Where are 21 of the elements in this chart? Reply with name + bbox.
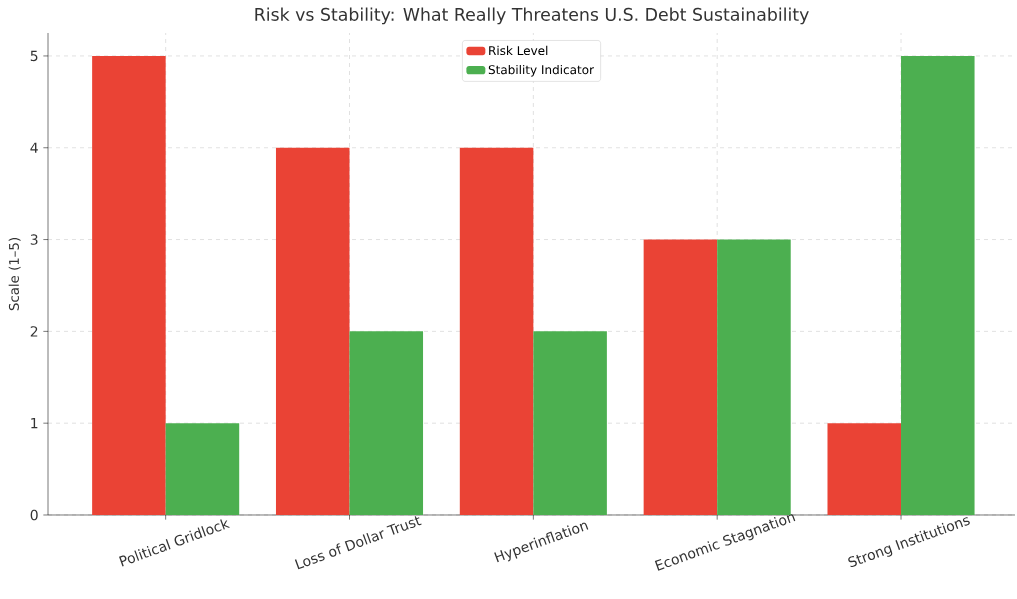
y-tick-label: 0	[30, 509, 38, 521]
y-tick-label: 3	[30, 234, 38, 245]
legend-label: Risk Level	[489, 45, 548, 56]
bar	[827, 423, 902, 515]
chart-title: Risk vs Stability: What Really Threatens U.S. Debt Sustainability	[255, 7, 809, 25]
bar	[717, 239, 791, 515]
bar	[459, 147, 534, 515]
y-axis-title: Scale (1–5)	[8, 238, 21, 311]
bar	[901, 55, 975, 515]
y-tick-label: 4	[30, 142, 38, 153]
bar	[349, 331, 424, 515]
x-tick-label: Loss of Dollar Trust	[294, 516, 422, 570]
bar	[533, 331, 607, 515]
y-tick-label: 5	[30, 50, 38, 62]
y-tick-label: 2	[30, 326, 38, 337]
bar	[165, 423, 240, 515]
y-tick-label: 1	[31, 418, 38, 429]
bar	[643, 239, 718, 515]
legend-label: Stability Indicator	[488, 64, 594, 77]
bar	[92, 55, 166, 515]
bar	[275, 147, 350, 515]
